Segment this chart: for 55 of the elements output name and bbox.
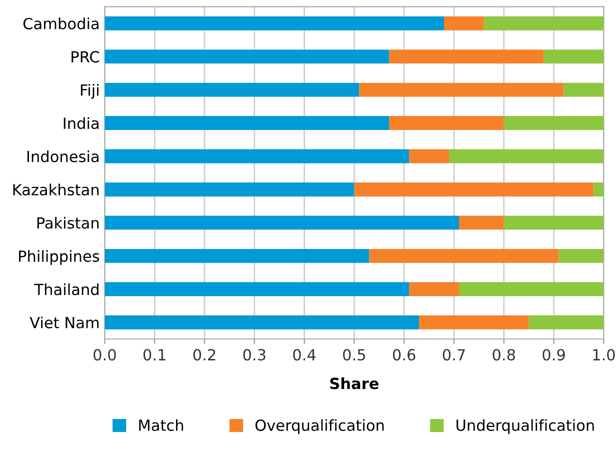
bar <box>104 182 354 196</box>
x-tick-label: 0.2 <box>193 348 216 361</box>
y-tick-label: Thailand <box>34 283 98 296</box>
bar <box>104 82 360 97</box>
bar <box>104 216 459 230</box>
bar <box>484 16 604 30</box>
legend-label: Match <box>139 419 184 432</box>
y-tick-label: Cambodia <box>23 18 98 30</box>
x-tick-label: 0.6 <box>392 348 416 361</box>
bar <box>564 82 604 97</box>
x-tick-label: 0.0 <box>94 348 116 361</box>
y-tick-label: Kazakhstan <box>13 184 99 196</box>
x-tick-label: 0.4 <box>293 348 316 361</box>
bar <box>369 248 559 263</box>
x-tick-label: 0.5 <box>343 348 366 361</box>
bar <box>104 116 390 130</box>
y-tick-label: Pakistan <box>37 216 99 229</box>
bar <box>558 248 604 263</box>
bar <box>544 50 604 64</box>
y-tick-label: PRC <box>72 51 100 63</box>
bar <box>104 315 420 330</box>
y-tick-label: India <box>64 117 98 130</box>
x-tick-label: 0.1 <box>143 348 166 361</box>
bar <box>359 82 564 97</box>
legend-label: Underqualification <box>456 419 594 434</box>
bar <box>594 182 604 196</box>
x-tick-label: 0.7 <box>442 348 465 361</box>
bar <box>528 315 604 330</box>
bar <box>104 248 370 263</box>
bar <box>504 216 604 230</box>
bar <box>444 16 484 30</box>
bar <box>104 149 410 164</box>
y-tick-label: Philippines <box>19 250 100 265</box>
bar <box>458 282 604 296</box>
y-tick-label: Indonesia <box>27 150 98 162</box>
x-tick-label: 0.8 <box>492 348 515 361</box>
bar <box>409 149 449 164</box>
bar <box>409 282 459 296</box>
y-tick-label: Fiji <box>80 84 98 99</box>
bar <box>104 282 410 296</box>
x-tick-label: 0.9 <box>542 348 565 361</box>
bar <box>354 182 594 196</box>
x-tick-label: 1.0 <box>593 348 615 361</box>
bar <box>419 315 529 330</box>
legend-label: Overqualification <box>255 419 384 434</box>
bar <box>504 116 604 130</box>
bar <box>458 216 504 230</box>
bar <box>104 50 390 64</box>
x-tick-label: 0.3 <box>243 348 266 361</box>
bar <box>449 149 604 164</box>
bar <box>389 50 544 64</box>
bar <box>104 16 444 30</box>
y-tick-label: Viet Nam <box>30 316 99 328</box>
x-axis-title: Share <box>330 377 379 390</box>
bar <box>389 116 504 130</box>
